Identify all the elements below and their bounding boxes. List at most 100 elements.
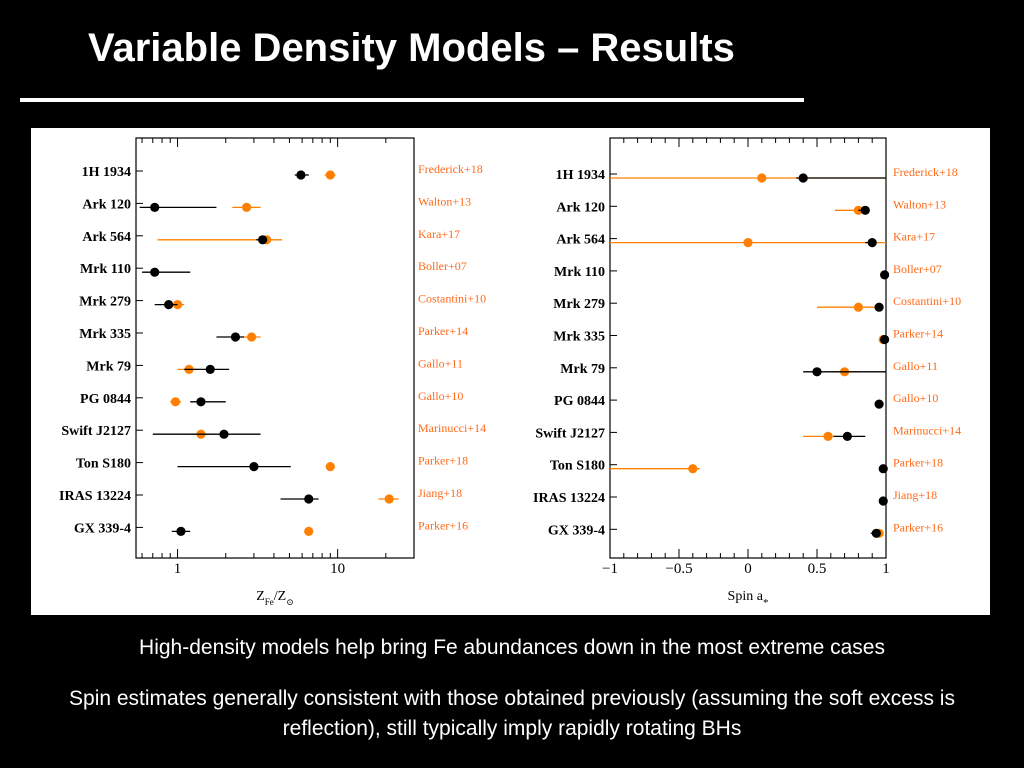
spin-category-label: 1H 1934 bbox=[556, 168, 605, 183]
fe-point-new bbox=[205, 364, 215, 374]
fe-point-new bbox=[249, 462, 259, 472]
spin-category-label: Swift J2127 bbox=[535, 426, 605, 441]
spin-category-label: Mrk 335 bbox=[553, 330, 605, 345]
spin-point-new bbox=[867, 238, 877, 248]
spin-point-new bbox=[842, 431, 852, 441]
fe-point-new bbox=[304, 494, 314, 504]
spin-x-tick-label: 1 bbox=[882, 561, 890, 577]
spin-point-previous bbox=[853, 302, 864, 312]
fe-reference-label: Kara+17 bbox=[418, 227, 460, 241]
fe-reference-label: Jiang+18 bbox=[418, 486, 462, 500]
spin-x-tick-label: −1 bbox=[602, 561, 618, 577]
fe-point-previous bbox=[384, 494, 394, 504]
spin-point-previous bbox=[823, 431, 833, 441]
spin-category-label: GX 339-4 bbox=[548, 523, 605, 538]
fe-reference-label: Gallo+11 bbox=[418, 356, 463, 370]
spin-point-new bbox=[812, 367, 822, 377]
fe-category-label: Ark 564 bbox=[82, 230, 131, 245]
spin-reference-label: Kara+17 bbox=[893, 230, 935, 244]
fe-category-label: Swift J2127 bbox=[61, 424, 131, 439]
spin-point-new bbox=[860, 205, 870, 215]
spin-reference-label: Parker+18 bbox=[893, 456, 943, 470]
fe-category-label: Mrk 279 bbox=[79, 295, 131, 310]
fe-reference-label: Parker+18 bbox=[418, 454, 468, 468]
fe-x-tick-label: 1 bbox=[174, 561, 182, 577]
spin-point-new bbox=[878, 464, 888, 474]
fe-point-new bbox=[296, 170, 306, 180]
slide-title: Variable Density Models – Results bbox=[88, 26, 735, 70]
spin-panel: −1 −0.5 0 0.5 1 Spin a* 1H 1934 Frederick+18 Ark… bbox=[533, 137, 961, 609]
fe-category-label: Mrk 79 bbox=[86, 359, 131, 374]
spin-point-previous bbox=[743, 238, 753, 248]
fe-axes-frame bbox=[135, 137, 415, 559]
fe-reference-label: Boller+07 bbox=[418, 259, 467, 273]
spin-x-tick-label: 0.5 bbox=[808, 561, 827, 577]
fe-x-tick-label: 10 bbox=[330, 561, 345, 577]
fe-reference-label: Frederick+18 bbox=[418, 162, 483, 176]
fe-point-new bbox=[230, 332, 241, 342]
spin-reference-label: Gallo+11 bbox=[893, 359, 938, 373]
spin-point-previous bbox=[688, 464, 698, 474]
spin-x-tick-label: −0.5 bbox=[665, 561, 692, 577]
spin-reference-label: Parker+16 bbox=[893, 520, 943, 534]
fe-category-label: Mrk 110 bbox=[80, 262, 131, 277]
spin-point-new bbox=[880, 334, 890, 345]
fe-point-new bbox=[150, 202, 160, 212]
spin-category-label: Ark 120 bbox=[556, 200, 605, 215]
fe-reference-label: Parker+16 bbox=[418, 518, 468, 532]
spin-reference-label: Walton+13 bbox=[893, 197, 946, 211]
fe-reference-label: Gallo+10 bbox=[418, 389, 463, 403]
spin-category-label: Mrk 110 bbox=[554, 265, 605, 280]
fe-point-new bbox=[150, 267, 160, 277]
fe-category-label: Ton S180 bbox=[76, 457, 131, 472]
spin-category-label: Mrk 79 bbox=[560, 362, 605, 377]
spin-reference-label: Gallo+10 bbox=[893, 391, 938, 405]
fe-point-previous bbox=[246, 332, 257, 342]
spin-reference-label: Boller+07 bbox=[893, 262, 942, 276]
spin-point-previous bbox=[757, 173, 767, 183]
spin-reference-label: Marinucci+14 bbox=[893, 423, 961, 437]
spin-category-label: IRAS 13224 bbox=[533, 491, 605, 506]
fe-category-label: Mrk 335 bbox=[79, 327, 131, 342]
fe-x-axis-label: ZFe/Z⊙ bbox=[256, 589, 294, 607]
fe-category-label: GX 339-4 bbox=[74, 521, 131, 536]
fe-point-previous bbox=[325, 462, 335, 472]
caption-fe-abundance: High-density models help bring Fe abunda… bbox=[139, 636, 885, 659]
spin-point-new bbox=[874, 302, 884, 312]
fe-category-label: IRAS 13224 bbox=[59, 489, 131, 504]
spin-reference-label: Parker+14 bbox=[893, 327, 943, 341]
fe-point-new bbox=[219, 429, 229, 439]
spin-point-new bbox=[880, 270, 890, 280]
fe-point-previous bbox=[325, 170, 335, 180]
fe-point-new bbox=[176, 526, 186, 536]
spin-axes-frame bbox=[609, 137, 887, 559]
spin-category-label: Ton S180 bbox=[550, 459, 605, 474]
fe-point-new bbox=[196, 397, 206, 407]
spin-category-label: PG 0844 bbox=[554, 394, 605, 409]
spin-point-new bbox=[798, 173, 808, 183]
fe-category-label: PG 0844 bbox=[80, 392, 131, 407]
fe-panel: 1 10 ZFe/Z⊙ 1H 1934 Frederick+18 Ark 120 Walto… bbox=[59, 137, 486, 607]
fe-category-label: 1H 1934 bbox=[82, 165, 131, 180]
spin-reference-label: Costantini+10 bbox=[893, 294, 961, 308]
fe-point-previous bbox=[304, 526, 314, 536]
fe-reference-label: Costantini+10 bbox=[418, 292, 486, 306]
fe-point-previous bbox=[242, 202, 252, 212]
figure-panel: 1 10 ZFe/Z⊙ 1H 1934 Frederick+18 Ark 120 Walto… bbox=[31, 128, 990, 736]
fe-point-new bbox=[258, 235, 268, 245]
fe-category-label: Ark 120 bbox=[82, 197, 131, 212]
caption-spin: Spin estimates generally consistent with… bbox=[69, 687, 955, 740]
spin-category-label: Mrk 279 bbox=[553, 297, 605, 312]
title-underline bbox=[20, 98, 804, 102]
spin-reference-label: Frederick+18 bbox=[893, 165, 958, 179]
spin-point-new bbox=[874, 399, 884, 409]
fe-point-new bbox=[164, 300, 174, 310]
spin-reference-label: Jiang+18 bbox=[893, 488, 937, 502]
spin-x-tick-label: 0 bbox=[744, 561, 752, 577]
spin-point-new bbox=[871, 528, 881, 538]
fe-point-previous bbox=[170, 397, 181, 407]
spin-category-label: Ark 564 bbox=[556, 233, 605, 248]
spin-x-axis-label: Spin a* bbox=[728, 589, 769, 609]
figure-credit: Jiang+19a bbox=[490, 716, 574, 736]
